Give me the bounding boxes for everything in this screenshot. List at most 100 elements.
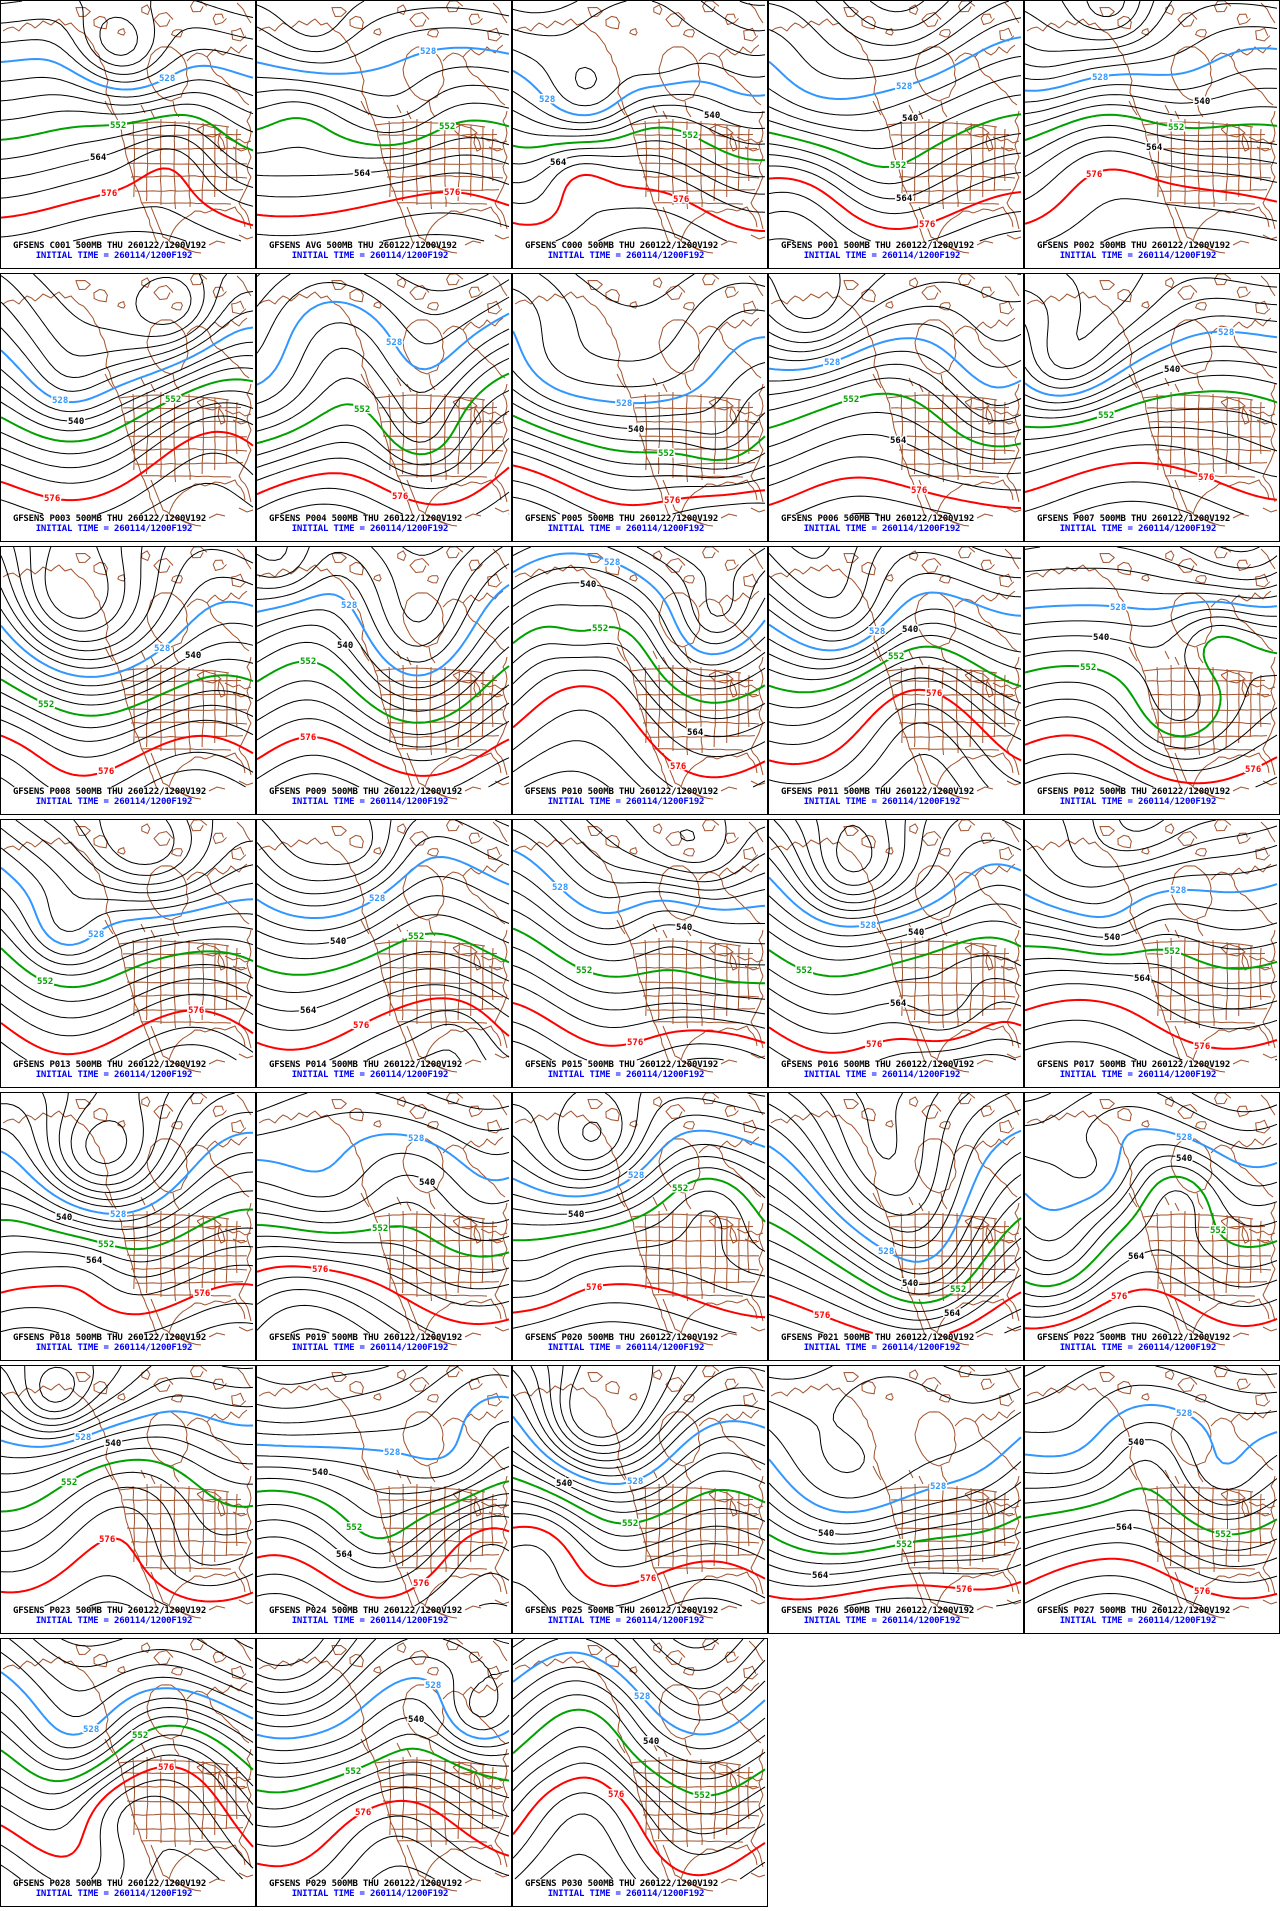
contour-label-540: 540 bbox=[1104, 933, 1120, 943]
map-500mb-contour-chart: 528 552 576 540 bbox=[513, 820, 766, 1073]
map-panel-p019: 528 552 576 540 GFSENS P019 500MB THU 260122… bbox=[256, 1092, 512, 1365]
contour-label-552: 552 bbox=[98, 1240, 114, 1250]
panel-title: GFSENS P001 500MB THU 260122/1200V192 bbox=[781, 241, 975, 251]
contour-label-552: 552 bbox=[843, 395, 859, 405]
panel-initial-time: INITIAL TIME = 260114/1200F192 bbox=[1059, 524, 1217, 534]
map-frame: 528 552 576 540 GFSENS P007 500MB THU 260122… bbox=[1024, 273, 1280, 542]
contour-label-564: 564 bbox=[300, 1006, 317, 1016]
contour-label-564: 564 bbox=[890, 436, 907, 446]
contour-label-564: 564 bbox=[354, 169, 371, 179]
map-500mb-contour-chart: 528 552 576 540 bbox=[513, 1093, 766, 1346]
contour-label-552: 552 bbox=[682, 131, 698, 141]
contour-label-540: 540 bbox=[704, 111, 720, 121]
panel-title: GFSENS C001 500MB THU 260122/1200V192 bbox=[13, 241, 207, 251]
map-panel-p021: 528 552 576 540 564 GFSENS P021 500MB THU 260… bbox=[768, 1092, 1024, 1365]
contour-label-564: 564 bbox=[944, 1309, 961, 1319]
panel-initial-time: INITIAL TIME = 260114/1200F192 bbox=[547, 1889, 705, 1899]
contour-label-576: 576 bbox=[1194, 1042, 1210, 1052]
contour-label-540: 540 bbox=[556, 1479, 572, 1489]
contour-label-528: 528 bbox=[896, 82, 912, 92]
contour-label-540: 540 bbox=[818, 1529, 834, 1539]
map-panel-p022: 528 552 576 540 564 GFSENS P022 500MB THU 260… bbox=[1024, 1092, 1280, 1365]
panel-initial-time: INITIAL TIME = 260114/1200F192 bbox=[291, 1616, 449, 1626]
contour-label-552: 552 bbox=[110, 121, 126, 131]
contour-label-528: 528 bbox=[604, 558, 620, 568]
contour-label-528: 528 bbox=[1176, 1133, 1192, 1143]
contour-label-576: 576 bbox=[919, 220, 935, 230]
panel-initial-time: INITIAL TIME = 260114/1200F192 bbox=[547, 1616, 705, 1626]
map-500mb-contour-chart: 528 552 576 540 bbox=[513, 1366, 766, 1619]
contour-label-528: 528 bbox=[420, 47, 436, 57]
panel-initial-time: INITIAL TIME = 260114/1200F192 bbox=[1059, 1616, 1217, 1626]
panel-title: GFSENS P029 500MB THU 260122/1200V192 bbox=[269, 1879, 463, 1889]
contour-label-552: 552 bbox=[408, 932, 424, 942]
map-frame: 528 552 576 564 GFSENS AVG 500MB THU 260122/… bbox=[256, 0, 512, 269]
map-panel-c001: 528 552 576 564 GFSENS C001 500MB THU 260122… bbox=[0, 0, 256, 273]
contour-label-540: 540 bbox=[185, 651, 201, 661]
contour-label-552: 552 bbox=[672, 1184, 688, 1194]
map-panel-p024: 528 552 576 540 564 GFSENS P024 500MB THU 260… bbox=[256, 1365, 512, 1638]
contour-label-576: 576 bbox=[99, 1535, 115, 1545]
contour-label-528: 528 bbox=[616, 399, 632, 409]
contour-label-576: 576 bbox=[911, 486, 927, 496]
map-frame: 528 552 576 540 564 GFSENS P001 500MB THU 260… bbox=[768, 0, 1024, 269]
contour-label-564: 564 bbox=[1116, 1523, 1133, 1533]
map-500mb-contour-chart: 528 552 576 540 bbox=[257, 547, 510, 800]
panel-initial-time: INITIAL TIME = 260114/1200F192 bbox=[291, 251, 449, 261]
panel-initial-time: INITIAL TIME = 260114/1200F192 bbox=[35, 524, 193, 534]
contour-label-576: 576 bbox=[1111, 1292, 1127, 1302]
map-500mb-contour-chart: 528 552 576 540 bbox=[257, 1093, 510, 1346]
panel-initial-time: INITIAL TIME = 260114/1200F192 bbox=[803, 251, 961, 261]
map-frame: 528 552 576 540 GFSENS P020 500MB THU 260122… bbox=[512, 1092, 768, 1361]
map-panel-p020: 528 552 576 540 GFSENS P020 500MB THU 260122… bbox=[512, 1092, 768, 1365]
map-panel-p027: 528 552 576 540 564 GFSENS P027 500MB THU 260… bbox=[1024, 1365, 1280, 1638]
contour-label-576: 576 bbox=[640, 1574, 656, 1584]
contour-label-552: 552 bbox=[694, 1791, 710, 1801]
contour-label-528: 528 bbox=[869, 627, 885, 637]
panel-title: GFSENS P024 500MB THU 260122/1200V192 bbox=[269, 1606, 463, 1616]
map-frame: 528 552 576 540 GFSENS P030 500MB THU 260122… bbox=[512, 1638, 768, 1907]
contour-label-576: 576 bbox=[1086, 170, 1102, 180]
contour-label-528: 528 bbox=[88, 930, 104, 940]
map-500mb-contour-chart: 528 552 576 564 bbox=[1, 1, 254, 254]
contour-label-576: 576 bbox=[444, 188, 460, 198]
contour-label-576: 576 bbox=[956, 1585, 972, 1595]
map-frame: 528 552 576 540 GFSENS P003 500MB THU 260122… bbox=[0, 273, 256, 542]
map-500mb-contour-chart: 528 552 576 564 bbox=[257, 1, 510, 254]
contour-label-540: 540 bbox=[902, 625, 918, 635]
map-frame: 528 552 576 540 564 GFSENS P021 500MB THU 260… bbox=[768, 1092, 1024, 1361]
panel-title: GFSENS P023 500MB THU 260122/1200V192 bbox=[13, 1606, 207, 1616]
contour-label-576: 576 bbox=[158, 1763, 174, 1773]
contour-label-540: 540 bbox=[902, 1279, 918, 1289]
map-panel-p006: 528 552 576 564 GFSENS P006 500MB THU 260122… bbox=[768, 273, 1024, 546]
map-panel-p009: 528 552 576 540 GFSENS P009 500MB THU 260122… bbox=[256, 546, 512, 819]
map-frame: 528 552 576 540 564 GFSENS P002 500MB THU 260… bbox=[1024, 0, 1280, 269]
contour-label-528: 528 bbox=[1218, 328, 1234, 338]
panel-initial-time: INITIAL TIME = 260114/1200F192 bbox=[547, 797, 705, 807]
panel-initial-time: INITIAL TIME = 260114/1200F192 bbox=[803, 1343, 961, 1353]
map-500mb-contour-chart: 528 552 576 bbox=[257, 274, 510, 527]
panel-title: GFSENS P007 500MB THU 260122/1200V192 bbox=[1037, 514, 1231, 524]
panel-initial-time: INITIAL TIME = 260114/1200F192 bbox=[547, 524, 705, 534]
map-frame: 528 552 576 540 564 GFSENS P017 500MB THU 260… bbox=[1024, 819, 1280, 1088]
panel-initial-time: INITIAL TIME = 260114/1200F192 bbox=[1059, 1343, 1217, 1353]
map-frame: 528 552 576 GFSENS P028 500MB THU 260122/12… bbox=[0, 1638, 256, 1907]
contour-label-540: 540 bbox=[643, 1737, 659, 1747]
contour-label-576: 576 bbox=[312, 1265, 328, 1275]
panel-initial-time: INITIAL TIME = 260114/1200F192 bbox=[547, 1070, 705, 1080]
map-500mb-contour-chart: 528 552 576 540 564 bbox=[513, 1, 766, 254]
map-panel-p028: 528 552 576 GFSENS P028 500MB THU 260122/12… bbox=[0, 1638, 256, 1911]
panel-title: GFSENS P004 500MB THU 260122/1200V192 bbox=[269, 514, 463, 524]
contour-label-528: 528 bbox=[930, 1482, 946, 1492]
map-500mb-contour-chart: 528 552 576 564 bbox=[769, 274, 1022, 527]
map-500mb-contour-chart: 528 552 576 540 564 bbox=[257, 820, 510, 1073]
map-500mb-contour-chart: 528 552 576 540 564 bbox=[1025, 1093, 1278, 1346]
panel-initial-time: INITIAL TIME = 260114/1200F192 bbox=[291, 797, 449, 807]
contour-label-540: 540 bbox=[1164, 365, 1180, 375]
contour-label-540: 540 bbox=[1128, 1438, 1144, 1448]
map-frame: 528 552 576 564 GFSENS P006 500MB THU 260122… bbox=[768, 273, 1024, 542]
contour-label-564: 564 bbox=[86, 1256, 103, 1266]
contour-label-528: 528 bbox=[1176, 1409, 1192, 1419]
panel-initial-time: INITIAL TIME = 260114/1200F192 bbox=[803, 1616, 961, 1626]
